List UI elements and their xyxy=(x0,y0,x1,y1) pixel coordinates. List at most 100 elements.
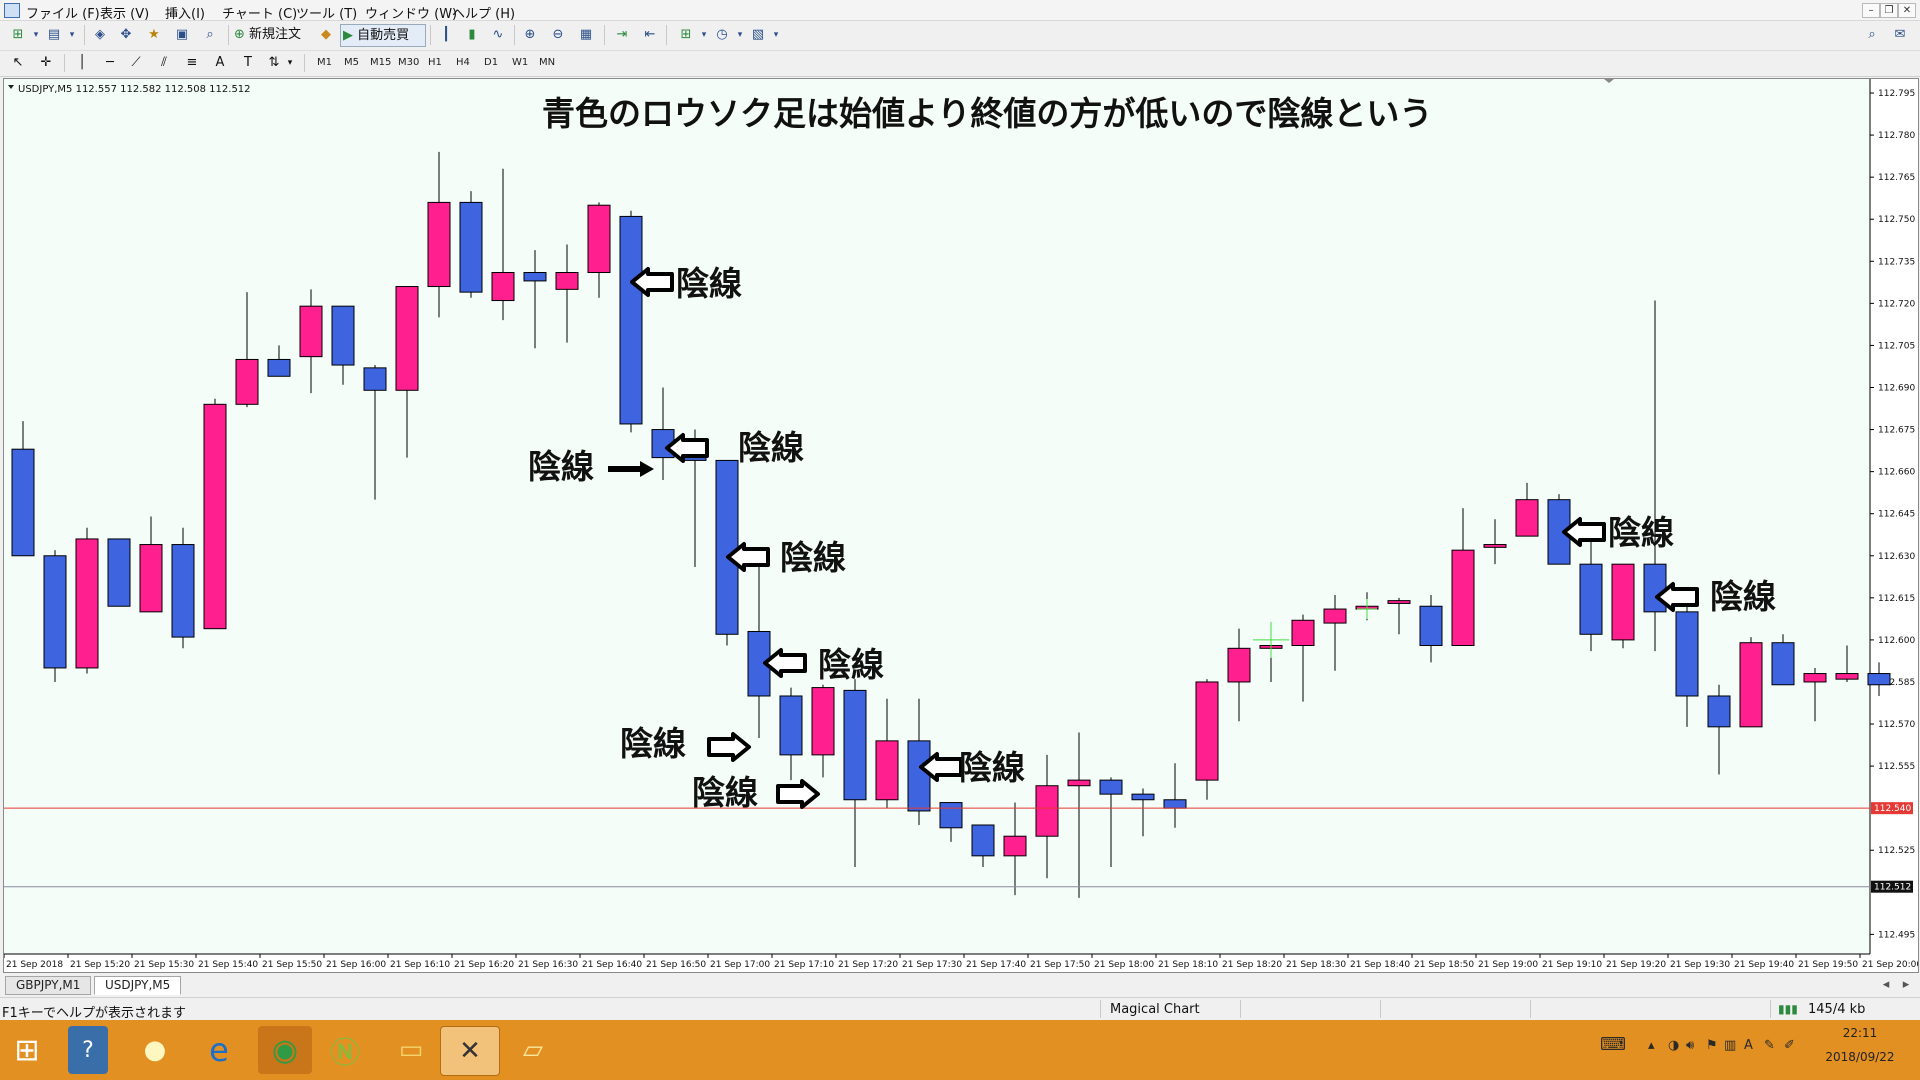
tab-gbpjpy[interactable]: GBPJPY,M1 xyxy=(5,976,92,995)
bid-price-label: 112.540 xyxy=(1874,804,1911,814)
bearish-candle xyxy=(331,305,355,366)
keyboard-icon[interactable]: ⌨ xyxy=(1600,1034,1626,1055)
metatrader-icon[interactable]: ✕ xyxy=(440,1026,500,1076)
indicators-dropdown-icon[interactable]: ▾ xyxy=(701,30,707,40)
x-tick-label: 21 Sep 19:30 xyxy=(1670,960,1730,970)
indicators-icon[interactable]: ⊞ xyxy=(680,27,692,42)
trendline-icon[interactable]: ⟋ xyxy=(131,55,141,70)
strategy-tester-icon[interactable]: ⌕ xyxy=(206,27,214,42)
ime-icon[interactable]: A xyxy=(1744,1038,1753,1053)
line-chart-icon[interactable]: ∿ xyxy=(492,27,504,42)
channel-icon[interactable]: ⫽ xyxy=(161,55,167,70)
close-icon[interactable]: ✕ xyxy=(1898,3,1916,18)
clock-time[interactable]: 22:11 xyxy=(1842,1026,1878,1040)
text-label-icon[interactable]: T xyxy=(244,55,252,70)
bearish-candle xyxy=(363,367,387,391)
file-explorer-icon[interactable]: ▭ xyxy=(398,1035,424,1065)
timeframe-m5[interactable]: M5 xyxy=(344,57,359,68)
navigator-icon[interactable]: ★ xyxy=(148,27,160,42)
arrows-dropdown-icon[interactable]: ▾ xyxy=(287,58,293,68)
bid-price-badge xyxy=(1871,802,1913,815)
windows-start-icon[interactable]: ⊞ xyxy=(14,1032,40,1068)
market-watch-icon[interactable]: ◈ xyxy=(95,27,105,42)
menu-tools[interactable]: ツール (T) xyxy=(296,7,358,22)
callout-label: 陰線 xyxy=(1608,513,1674,552)
profiles-icon[interactable]: ▤ xyxy=(47,27,61,42)
minimize-icon[interactable]: – xyxy=(1862,3,1880,18)
tab-usdjpy[interactable]: USDJPY,M5 xyxy=(94,976,182,995)
x-tick-label: 21 Sep 19:40 xyxy=(1734,960,1794,970)
help-app-icon[interactable]: ? xyxy=(68,1026,108,1074)
timeframe-w1[interactable]: W1 xyxy=(512,57,529,68)
crosshair-icon[interactable]: ✛ xyxy=(40,55,52,70)
menu-chart[interactable]: チャート (C) xyxy=(222,7,298,22)
cursor-icon[interactable]: ↖ xyxy=(12,55,24,70)
bearish-candle xyxy=(11,448,35,557)
timeframe-m30[interactable]: M30 xyxy=(398,57,420,68)
periods-icon[interactable]: ◷ xyxy=(716,27,728,42)
new-chart-icon[interactable]: ⊞ xyxy=(12,27,24,42)
periods-dropdown-icon[interactable]: ▾ xyxy=(737,30,743,40)
chart-window[interactable]: 112.795 112.780 112.765 112.750 112.735 112.7… xyxy=(3,78,1919,973)
timeframe-h1[interactable]: H1 xyxy=(428,57,442,68)
candlestick-icon[interactable]: ▮ xyxy=(468,27,476,42)
arrows-icon[interactable]: ⇅ xyxy=(268,55,280,70)
data-window-icon[interactable]: ✥ xyxy=(120,27,132,42)
candlestick-chart[interactable]: 112.795 112.780 112.765 112.750 112.735 112.7… xyxy=(4,79,1918,972)
search-icon[interactable]: ⌕ xyxy=(1868,27,1876,42)
bullish-candle xyxy=(299,305,323,358)
timeframe-d1[interactable]: D1 xyxy=(484,57,499,68)
tray-expand-icon[interactable]: ▴ xyxy=(1648,1038,1655,1053)
zoom-out-icon[interactable]: ⊖ xyxy=(552,27,564,42)
text-icon[interactable]: A xyxy=(215,55,225,70)
flag-icon[interactable]: ⚑ xyxy=(1706,1038,1718,1053)
terminal-icon[interactable]: ▣ xyxy=(175,27,189,42)
tab-scroll-left-icon[interactable]: ◂ xyxy=(1882,977,1890,992)
autotrade-button[interactable]: ▶ 自動売買 xyxy=(340,24,426,47)
tab-scroll-right-icon[interactable]: ▸ xyxy=(1902,977,1910,992)
tray-app-icon[interactable]: ◑ xyxy=(1668,1038,1680,1053)
restore-icon[interactable]: ❐ xyxy=(1880,3,1898,18)
fibonacci-icon[interactable]: ≡ xyxy=(186,55,198,70)
volume-icon[interactable]: 🔊︎ xyxy=(1686,1038,1695,1053)
x-tick-label: 21 Sep 15:50 xyxy=(262,960,322,970)
new-chart-dropdown-icon[interactable]: ▾ xyxy=(33,30,39,40)
menu-view[interactable]: 表示 (V) xyxy=(100,7,150,22)
chart-shift-marker-icon xyxy=(1604,79,1614,83)
network-icon[interactable]: ▥ xyxy=(1724,1038,1737,1053)
metaeditor-icon[interactable]: ◆ xyxy=(321,27,331,42)
templates-dropdown-icon[interactable]: ▾ xyxy=(773,30,779,40)
templates-icon[interactable]: ▧ xyxy=(751,27,765,42)
bullish-candle xyxy=(1003,835,1027,857)
app-n-icon[interactable]: Ⓝ xyxy=(330,1036,360,1071)
bullish-candle xyxy=(491,272,515,302)
bearish-candle xyxy=(1675,611,1699,697)
app-icon xyxy=(4,3,20,18)
menu-insert[interactable]: 挿入(I) xyxy=(165,7,205,22)
menu-file[interactable]: ファイル (F) xyxy=(26,7,100,22)
new-order-button[interactable]: ⊕ 新規注文 xyxy=(234,24,310,45)
notes-icon[interactable]: ▱ xyxy=(523,1035,543,1065)
chat-icon[interactable]: ✉ xyxy=(1894,27,1906,42)
autoscroll-icon[interactable]: ⇤ xyxy=(644,27,656,42)
profiles-dropdown-icon[interactable]: ▾ xyxy=(69,30,75,40)
pen-icon[interactable]: ✐ xyxy=(1784,1038,1795,1053)
notification-icon[interactable]: ✎ xyxy=(1764,1038,1775,1053)
vertical-line-icon[interactable]: │ xyxy=(78,55,86,70)
timeframe-h4[interactable]: H4 xyxy=(456,57,470,68)
menu-window[interactable]: ウィンドウ (W) xyxy=(365,7,458,22)
main-toolbar: ⊞ ▾ ▤ ▾ ◈ ✥ ★ ▣ ⌕ ⊕ 新規注文 ◆ ▶ 自動売買 ┃ ▮ ∿ … xyxy=(0,21,1920,51)
chrome-icon[interactable]: ◉ xyxy=(258,1026,312,1074)
timeframe-m15[interactable]: M15 xyxy=(370,57,392,68)
tile-windows-icon[interactable]: ▦ xyxy=(579,27,593,42)
chart-shift-icon[interactable]: ⇥ xyxy=(616,27,628,42)
timeframe-m1[interactable]: M1 xyxy=(317,57,332,68)
clock-date[interactable]: 2018/09/22 xyxy=(1825,1050,1895,1064)
menu-help[interactable]: ヘルプ (H) xyxy=(452,7,516,22)
internet-explorer-icon[interactable]: e xyxy=(209,1031,229,1069)
media-player-icon[interactable]: ● xyxy=(143,1035,167,1065)
bar-chart-icon[interactable]: ┃ xyxy=(442,27,450,42)
horizontal-line-icon[interactable]: ─ xyxy=(106,55,114,70)
timeframe-mn[interactable]: MN xyxy=(539,57,556,68)
zoom-in-icon[interactable]: ⊕ xyxy=(524,27,536,42)
